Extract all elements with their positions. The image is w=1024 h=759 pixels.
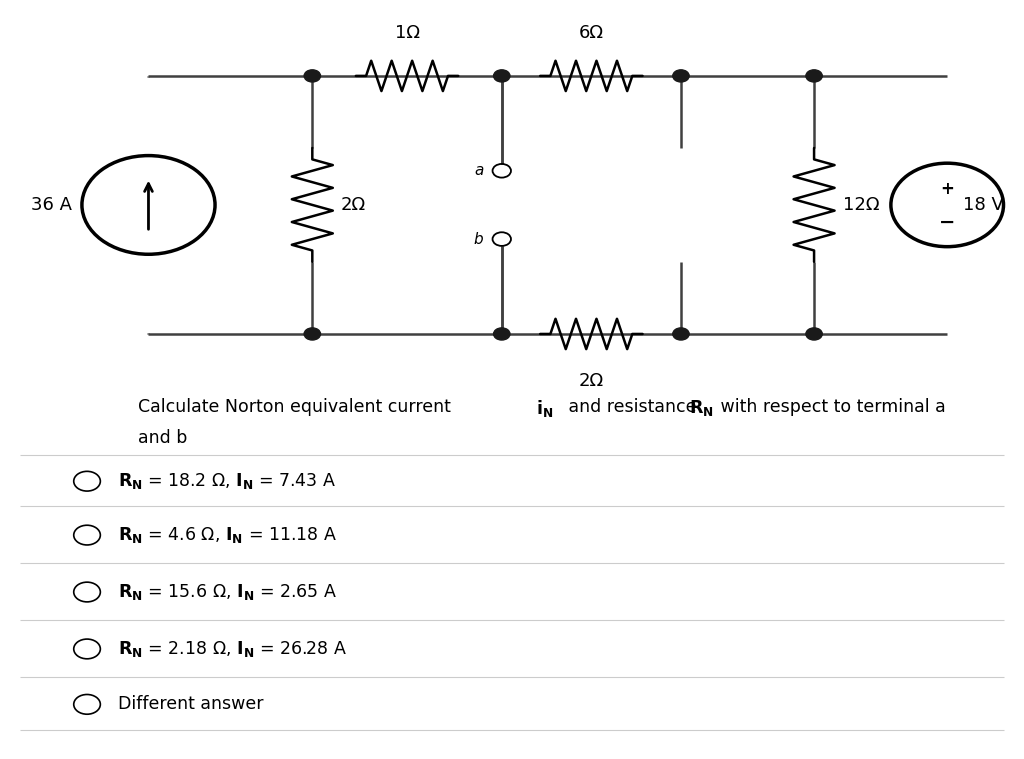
Circle shape <box>806 328 822 340</box>
Text: 1Ω: 1Ω <box>394 24 420 42</box>
Text: with respect to terminal a: with respect to terminal a <box>715 398 945 417</box>
Text: −: − <box>939 213 955 232</box>
Text: 12Ω: 12Ω <box>843 196 880 214</box>
Text: $\mathbf{R}_\mathbf{N}$ = 15.6 Ω, $\mathbf{I}_\mathbf{N}$ = 2.65 A: $\mathbf{R}_\mathbf{N}$ = 15.6 Ω, $\math… <box>118 582 337 602</box>
Text: Calculate Norton equivalent current: Calculate Norton equivalent current <box>138 398 457 417</box>
Text: 2Ω: 2Ω <box>341 196 367 214</box>
Circle shape <box>494 328 510 340</box>
Text: Different answer: Different answer <box>118 695 263 713</box>
Text: and b: and b <box>138 429 187 447</box>
Text: $\mathbf{R}_\mathbf{N}$ = 4.6 Ω, $\mathbf{I}_\mathbf{N}$ = 11.18 A: $\mathbf{R}_\mathbf{N}$ = 4.6 Ω, $\mathb… <box>118 525 337 545</box>
Text: and resistance: and resistance <box>563 398 702 417</box>
Text: $\mathbf{R}_\mathbf{N}$ = 2.18 Ω, $\mathbf{I}_\mathbf{N}$ = 26.28 A: $\mathbf{R}_\mathbf{N}$ = 2.18 Ω, $\math… <box>118 639 347 659</box>
Circle shape <box>304 328 321 340</box>
Text: $\mathbf{R}_\mathbf{N}$: $\mathbf{R}_\mathbf{N}$ <box>689 398 714 418</box>
Text: $\mathbf{R}_\mathbf{N}$ = 18.2 Ω, $\mathbf{I}_\mathbf{N}$ = 7.43 A: $\mathbf{R}_\mathbf{N}$ = 18.2 Ω, $\math… <box>118 471 336 491</box>
Circle shape <box>806 70 822 82</box>
Text: a: a <box>474 163 483 178</box>
Circle shape <box>494 70 510 82</box>
Text: 6Ω: 6Ω <box>579 24 604 42</box>
Text: 2Ω: 2Ω <box>579 372 604 390</box>
Text: +: + <box>940 180 954 198</box>
Circle shape <box>304 70 321 82</box>
Circle shape <box>673 328 689 340</box>
Text: $\mathbf{i}_\mathbf{N}$: $\mathbf{i}_\mathbf{N}$ <box>536 398 553 420</box>
Circle shape <box>673 70 689 82</box>
Text: 18 V: 18 V <box>963 196 1004 214</box>
Text: 36 A: 36 A <box>31 196 72 214</box>
Text: b: b <box>474 231 483 247</box>
